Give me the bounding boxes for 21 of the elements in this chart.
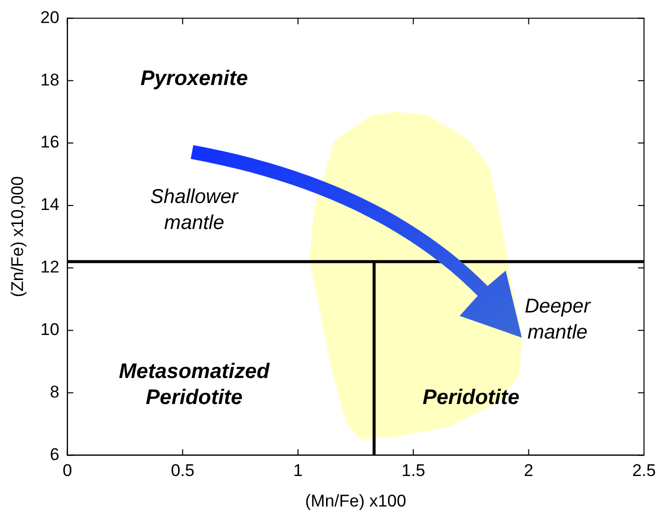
annotation: Deeper mantle <box>524 295 592 344</box>
x-tick-label: 1.5 <box>402 461 426 480</box>
x-axis-title: (Mn/Fe) x100 <box>305 491 406 510</box>
x-tick-label: 2.5 <box>632 461 656 480</box>
annotation: Peridotite <box>422 386 520 410</box>
y-tick-label: 10 <box>40 320 60 340</box>
y-tick-label: 16 <box>40 132 60 152</box>
y-tick-label: 20 <box>40 8 60 27</box>
y-axis-title: (Zn/Fe) x10,000 <box>8 176 27 298</box>
y-tick-label: 6 <box>50 444 60 464</box>
y-tick-label: 12 <box>40 258 60 277</box>
y-tick-label: 14 <box>40 195 60 214</box>
x-tick-label: 2 <box>524 461 534 480</box>
y-tick-label: 18 <box>40 70 60 90</box>
annotation: Pyroxenite <box>140 67 248 90</box>
annotation: Shallower mantle <box>150 186 240 234</box>
x-tick-label: 0 <box>62 461 72 480</box>
x-tick-label: 1 <box>293 461 303 480</box>
y-tick-label: 8 <box>50 382 60 402</box>
x-tick-label: 0.5 <box>170 461 194 480</box>
annotation: Metasomatized Peridotite <box>118 360 271 410</box>
